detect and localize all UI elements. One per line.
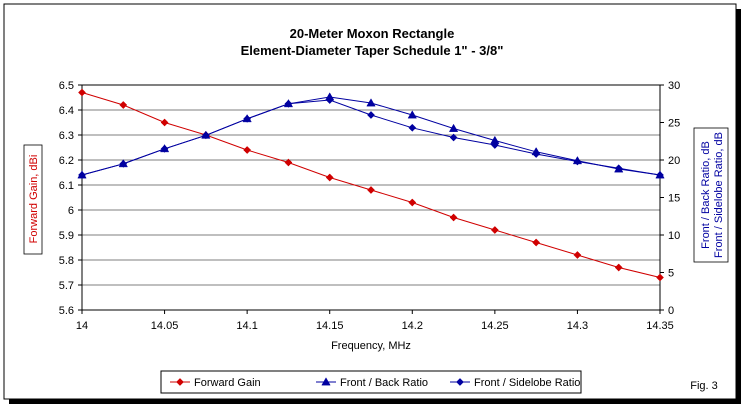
data-point-front-sidelobe-ratio [160, 144, 169, 153]
data-point-forward-gain [490, 226, 499, 234]
data-point-forward-gain [325, 173, 334, 182]
data-point-front-sidelobe-ratio [243, 114, 252, 123]
legend-label-front-back-ratio: Front / Back Ratio [340, 377, 428, 389]
data-point-front-sidelobe-ratio [201, 131, 210, 140]
data-point-front-back-ratio [407, 110, 417, 119]
series-layer [77, 88, 665, 282]
y-axis-left-label: Forward Gain, dBi [28, 155, 40, 244]
data-point-front-sidelobe-ratio [325, 96, 334, 104]
data-point-forward-gain [656, 273, 664, 282]
gridlines [82, 84, 660, 311]
data-point-front-back-ratio [448, 123, 459, 132]
y-left-tick-label: 5.7 [59, 280, 74, 292]
x-tick-label: 14.3 [567, 320, 588, 332]
chart-frame [3, 3, 737, 400]
y-right-tick-label: 30 [668, 80, 680, 92]
legend-marker-forward-gain [176, 378, 184, 386]
y-axis-right-ticks: 30 25 20 15 10 5 0 [660, 80, 680, 317]
data-point-front-sidelobe-ratio [573, 157, 582, 166]
y-axis-left-ticks: 6.5 6.4 6.3 6.2 6.1 6 5.9 5.8 5.7 5.6 [59, 80, 82, 317]
x-tick-label: 14.1 [236, 320, 257, 332]
data-point-forward-gain [408, 198, 417, 207]
y-left-tick-label: 5.8 [59, 255, 74, 267]
y-axis-right-label-1: Front / Back Ratio, dB [700, 141, 712, 249]
y-left-tick-label: 5.6 [59, 305, 74, 317]
data-point-forward-gain [78, 88, 86, 97]
data-point-front-sidelobe-ratio [490, 141, 499, 149]
y-left-tick-label: 6.5 [59, 80, 74, 92]
data-point-front-back-ratio [366, 98, 376, 107]
data-point-front-sidelobe-ratio [367, 111, 375, 119]
series-front-sidelobe-ratio [78, 96, 664, 179]
x-tick-label: 14.05 [151, 320, 179, 332]
y-right-label-box [693, 127, 729, 263]
y-axis-right-label-2: Front / Sidelobe Ratio, dB [713, 132, 725, 258]
data-point-front-sidelobe-ratio [614, 164, 623, 173]
y-right-tick-label: 0 [668, 305, 674, 317]
data-point-forward-gain [614, 263, 623, 272]
y-left-tick-label: 6.4 [59, 105, 74, 117]
legend-items: Forward Gain Front / Back Ratio Front / Si… [170, 377, 580, 389]
data-point-forward-gain [532, 238, 541, 247]
data-point-front-sidelobe-ratio [449, 133, 458, 142]
data-point-front-sidelobe-ratio [284, 99, 293, 108]
x-tick-label: 14.25 [481, 320, 509, 332]
chart-title: 20-Meter Moxon Rectangle [290, 26, 455, 41]
x-tick-label: 14.35 [646, 320, 674, 332]
y-left-tick-label: 6.2 [59, 155, 74, 167]
y-left-tick-label: 6 [68, 205, 74, 217]
y-right-tick-label: 10 [668, 230, 680, 242]
data-point-forward-gain [573, 251, 582, 259]
y-right-tick-label: 20 [668, 155, 680, 167]
y-right-tick-label: 15 [668, 193, 680, 205]
data-point-forward-gain [243, 146, 252, 154]
x-tick-label: 14.2 [402, 320, 423, 332]
data-point-forward-gain [160, 118, 169, 127]
legend-marker-front-sidelobe-ratio [456, 378, 464, 386]
data-point-forward-gain [284, 158, 293, 167]
x-tick-label: 14 [76, 320, 88, 332]
y-left-label-box [23, 144, 43, 255]
y-left-tick-label: 6.3 [59, 130, 74, 142]
x-axis-label: Frequency, MHz [331, 340, 411, 352]
data-point-forward-gain [449, 213, 458, 222]
legend-label-forward-gain: Forward Gain [194, 377, 261, 389]
data-point-front-sidelobe-ratio [656, 171, 664, 179]
y-right-tick-label: 25 [668, 118, 680, 130]
legend [160, 370, 582, 394]
data-point-front-sidelobe-ratio [532, 150, 541, 158]
chart-subtitle: Element-Diameter Taper Schedule 1" - 3/8… [241, 43, 504, 58]
legend-label-front-sidelobe-ratio: Front / Sidelobe Ratio [474, 377, 580, 389]
x-axis-ticks: 14 14.05 14.1 14.15 14.2 14.25 14.3 14.35 [76, 310, 674, 332]
data-point-front-sidelobe-ratio [119, 159, 128, 168]
data-point-front-sidelobe-ratio [408, 123, 417, 132]
legend-marker-front-back-ratio [321, 377, 331, 386]
y-left-tick-label: 6.1 [59, 180, 74, 192]
figure-label: Fig. 3 [690, 380, 718, 392]
y-left-tick-label: 5.9 [59, 230, 74, 242]
data-point-front-sidelobe-ratio [78, 171, 86, 179]
x-tick-label: 14.15 [316, 320, 344, 332]
series-forward-gain [78, 88, 664, 282]
data-point-forward-gain [119, 101, 128, 109]
y-right-tick-label: 5 [668, 268, 674, 280]
data-point-forward-gain [367, 186, 375, 194]
